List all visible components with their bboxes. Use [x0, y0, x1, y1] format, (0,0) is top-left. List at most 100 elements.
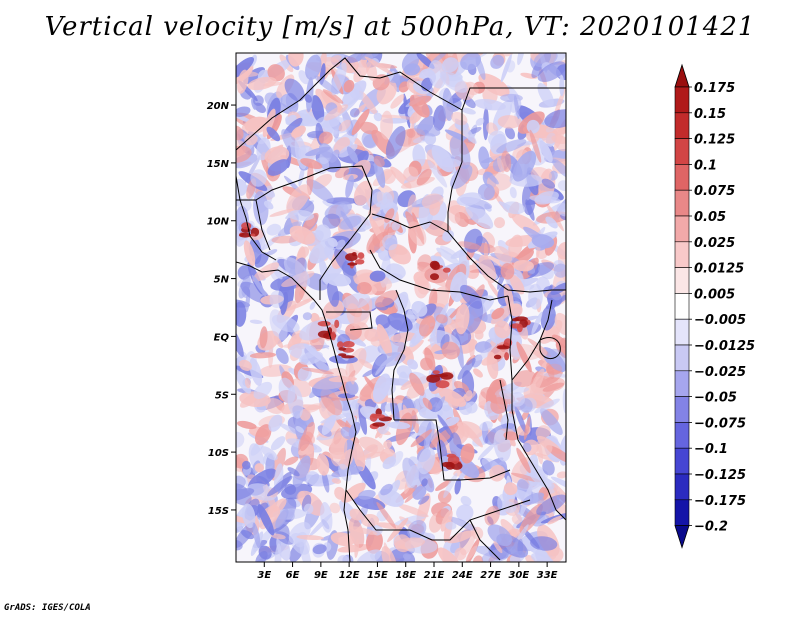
velocity-cell	[366, 60, 378, 81]
colorbar-swatch	[674, 164, 690, 191]
velocity-cell	[331, 62, 347, 96]
velocity-cell	[510, 392, 525, 407]
lat-tick-label: EQ	[214, 332, 230, 343]
velocity-cell	[296, 534, 324, 541]
velocity-cell	[346, 303, 362, 327]
velocity-cell	[322, 89, 344, 104]
velocity-cell	[503, 482, 518, 496]
velocity-cell	[236, 431, 245, 448]
colorbar-label: −0.125	[694, 468, 746, 483]
velocity-cell	[295, 426, 305, 433]
velocity-cell	[345, 380, 359, 396]
velocity-cell	[502, 201, 526, 215]
coastline	[236, 261, 357, 562]
border	[371, 213, 449, 233]
colorbar-swatch	[674, 189, 690, 217]
velocity-cell	[337, 555, 350, 562]
updraft-core	[345, 253, 358, 262]
border	[394, 419, 511, 481]
velocity-cell	[335, 166, 350, 179]
velocity-cell	[324, 273, 352, 287]
colorbar-swatch	[674, 241, 690, 268]
velocity-cell	[254, 252, 269, 268]
lon-tick-label: 18E	[395, 570, 416, 581]
velocity-cell	[547, 515, 563, 525]
velocity-cell	[445, 521, 457, 530]
velocity-cell	[305, 54, 322, 80]
updraft-core	[342, 341, 355, 348]
velocity-cell	[488, 130, 506, 147]
velocity-cell	[529, 195, 561, 204]
velocity-cell	[373, 112, 383, 122]
velocity-cell	[418, 315, 436, 337]
velocity-cell	[362, 444, 378, 458]
velocity-cell	[552, 157, 566, 166]
velocity-cell	[270, 436, 286, 451]
colorbar-swatch	[674, 344, 690, 372]
velocity-cell	[528, 283, 543, 310]
velocity-cell	[387, 313, 413, 332]
velocity-cell	[537, 61, 566, 82]
velocity-cell	[266, 223, 282, 236]
updraft-core	[440, 372, 454, 380]
velocity-cell	[403, 63, 421, 76]
longitude-axis: 3E 6E 9E 12E 15E 18E 21E 24E 27E 30E 33E	[257, 562, 558, 581]
velocity-cell	[455, 456, 480, 479]
updraft-core	[330, 331, 336, 341]
velocity-cell	[370, 336, 383, 347]
velocity-cell	[437, 547, 462, 562]
velocity-cell	[405, 464, 420, 489]
colorbar-swatch	[674, 86, 690, 114]
velocity-cell	[421, 478, 428, 487]
velocity-cell	[553, 263, 566, 278]
velocity-cell	[343, 79, 355, 93]
velocity-cell	[422, 397, 433, 410]
velocity-cell	[380, 483, 393, 496]
updraft-core	[337, 341, 344, 349]
velocity-cell	[421, 193, 444, 209]
border	[469, 519, 501, 561]
velocity-cell	[383, 439, 393, 449]
lon-tick-label: 24E	[452, 570, 473, 581]
velocity-cell	[394, 293, 411, 313]
velocity-cell	[535, 425, 551, 440]
velocity-cell	[267, 64, 285, 82]
lon-tick-label: 33E	[537, 570, 558, 581]
velocity-cell	[376, 323, 393, 357]
velocity-cell	[556, 471, 566, 479]
velocity-cell	[511, 513, 523, 525]
colorbar-label: −0.175	[694, 494, 746, 509]
velocity-cell	[259, 326, 268, 349]
velocity-cell	[251, 275, 267, 297]
velocity-cell	[486, 172, 499, 185]
velocity-cell	[252, 522, 261, 549]
velocity-cell	[318, 131, 333, 145]
velocity-cell	[353, 180, 373, 206]
velocity-cell	[252, 262, 280, 282]
velocity-cell	[305, 76, 314, 113]
colorbar-swatch	[674, 267, 690, 294]
velocity-cell	[407, 520, 427, 539]
velocity-cell	[478, 146, 490, 170]
velocity-cell	[373, 155, 385, 167]
velocity-cell	[440, 245, 458, 257]
colorbar-label: 0.0125	[694, 262, 744, 277]
colorbar-swatch	[674, 138, 690, 165]
velocity-cell	[315, 224, 331, 242]
map-frame	[235, 52, 567, 563]
updraft-core	[334, 319, 340, 329]
colorbar-label: 0.075	[694, 184, 735, 199]
updraft-core	[442, 267, 451, 273]
velocity-cell	[407, 359, 418, 370]
updraft-core	[435, 380, 450, 389]
border	[461, 87, 566, 111]
velocity-cell	[424, 347, 436, 371]
lon-tick-label: 6E	[286, 570, 300, 581]
velocity-cell	[236, 488, 255, 502]
velocity-cell	[284, 78, 305, 102]
velocity-cell	[351, 108, 370, 136]
velocity-cell	[288, 343, 317, 360]
velocity-cell	[509, 186, 517, 199]
velocity-cell	[535, 549, 554, 562]
velocity-cell	[492, 100, 513, 131]
